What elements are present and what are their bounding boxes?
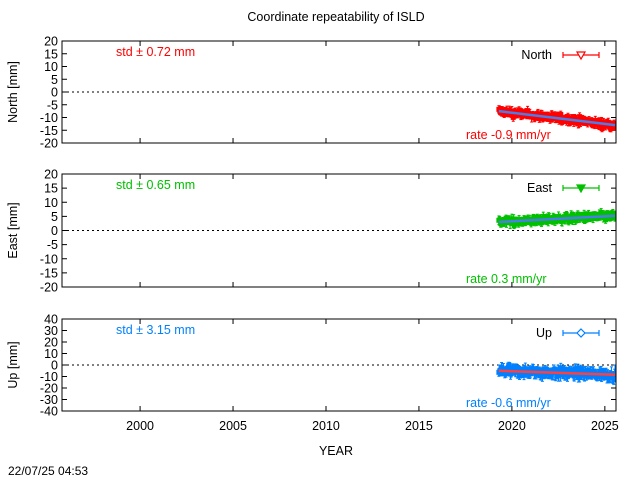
y-tick-label: 10 xyxy=(44,347,58,361)
x-tick-label: 2010 xyxy=(312,419,340,433)
y-tick-label: 15 xyxy=(44,182,58,196)
data-point xyxy=(534,219,540,225)
x-axis-label: YEAR xyxy=(319,444,353,458)
y-tick-label: 20 xyxy=(44,35,58,49)
y-axis-label: North [mm] xyxy=(6,61,20,123)
x-tick-label: 2020 xyxy=(498,419,526,433)
y-tick-label: 0 xyxy=(51,359,58,373)
timestamp: 22/07/25 04:53 xyxy=(8,464,88,478)
y-tick-label: 20 xyxy=(44,168,58,182)
y-axis-label: Up [mm] xyxy=(6,341,20,388)
legend-marker xyxy=(575,51,587,61)
y-tick-label: 10 xyxy=(44,196,58,210)
rate-annotation: rate 0.3 mm/yr xyxy=(466,272,547,286)
plot-frame xyxy=(61,40,617,144)
data-point xyxy=(612,370,616,376)
y-tick-label: -10 xyxy=(40,252,58,266)
legend-marker xyxy=(575,184,587,194)
rate-annotation: rate -0.6 mm/yr xyxy=(466,396,551,410)
data-point xyxy=(550,219,556,225)
plot-frame xyxy=(61,318,617,412)
figure-title: Coordinate repeatability of ISLD xyxy=(247,10,424,24)
y-tick-label: 5 xyxy=(51,73,58,87)
data-point xyxy=(581,211,587,217)
y-tick-label: -30 xyxy=(40,393,58,407)
y-tick-label: 0 xyxy=(51,224,58,238)
data-point xyxy=(575,365,581,371)
y-tick-label: -5 xyxy=(47,98,58,112)
x-tick-label: 2005 xyxy=(219,419,247,433)
legend-label: East xyxy=(527,181,553,195)
y-tick-label: -20 xyxy=(40,137,58,151)
y-tick-label: 10 xyxy=(44,60,58,74)
y-tick-label: 40 xyxy=(44,313,58,327)
y-tick-label: -15 xyxy=(40,124,58,138)
std-annotation: std ± 0.65 mm xyxy=(116,178,195,192)
y-tick-label: -10 xyxy=(40,370,58,384)
trend-line xyxy=(498,109,616,127)
y-axis-label: East [mm] xyxy=(6,202,20,258)
data-point xyxy=(506,362,512,368)
y-tick-label: 5 xyxy=(51,210,58,224)
trend-line xyxy=(498,369,616,377)
y-tick-label: 20 xyxy=(44,336,58,350)
data-point xyxy=(595,122,601,128)
rate-annotation: rate -0.9 mm/yr xyxy=(466,128,551,142)
std-annotation: std ± 0.72 mm xyxy=(116,45,195,59)
std-annotation: std ± 3.15 mm xyxy=(116,323,195,337)
y-tick-label: -40 xyxy=(40,405,58,419)
y-tick-label: 15 xyxy=(44,47,58,61)
y-tick-label: -20 xyxy=(40,281,58,295)
y-tick-label: 0 xyxy=(51,86,58,100)
x-tick-label: 2000 xyxy=(126,419,154,433)
data-point xyxy=(555,367,561,373)
trend-line xyxy=(498,214,616,224)
y-tick-label: -5 xyxy=(47,238,58,252)
data-point xyxy=(571,373,577,379)
x-tick-label: 2025 xyxy=(591,419,619,433)
data-point xyxy=(540,218,546,224)
data-point xyxy=(511,223,517,229)
legend-label: Up xyxy=(536,326,552,340)
y-tick-label: -15 xyxy=(40,266,58,280)
legend-label: North xyxy=(521,48,552,62)
y-tick-label: -10 xyxy=(40,111,58,125)
y-tick-label: 30 xyxy=(44,324,58,338)
plot-frame xyxy=(61,173,617,288)
legend-marker xyxy=(576,328,586,338)
x-tick-label: 2015 xyxy=(405,419,433,433)
y-tick-label: -20 xyxy=(40,382,58,396)
